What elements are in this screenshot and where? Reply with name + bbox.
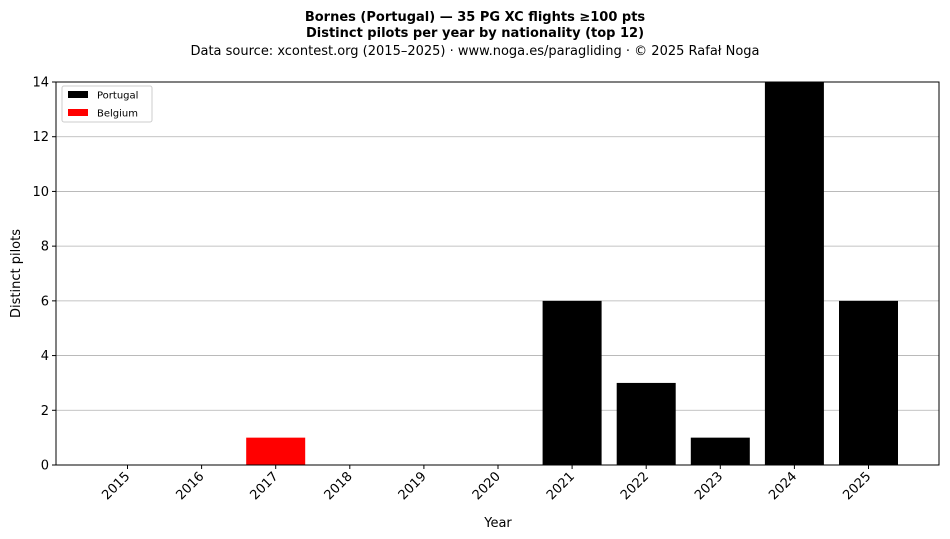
bar-portugal-2021 bbox=[542, 300, 602, 465]
y-tick-label: 6 bbox=[41, 294, 49, 309]
bars bbox=[246, 82, 898, 465]
y-tick-label: 14 bbox=[32, 76, 49, 91]
x-tick-label: 2023 bbox=[692, 469, 726, 503]
bar-portugal-2024 bbox=[764, 82, 824, 465]
bar-portugal-2025 bbox=[839, 300, 898, 465]
y-axis: 0 2 4 6 8 10 12 14 bbox=[32, 76, 56, 474]
legend-swatch-portugal bbox=[68, 91, 88, 98]
y-tick-label: 2 bbox=[41, 404, 49, 419]
chart-source: Data source: xcontest.org (2015–2025) · … bbox=[190, 44, 759, 59]
x-axis-label: Year bbox=[483, 516, 512, 531]
x-tick-label: 2024 bbox=[766, 469, 800, 503]
y-tick-label: 8 bbox=[41, 240, 49, 255]
y-tick-label: 0 bbox=[41, 459, 49, 474]
x-tick-label: 2021 bbox=[544, 469, 578, 503]
y-tick-label: 4 bbox=[41, 349, 49, 364]
x-tick-label: 2020 bbox=[470, 469, 504, 503]
legend-label-belgium: Belgium bbox=[97, 109, 138, 120]
chart-title: Bornes (Portugal) — 35 PG XC flights ≥10… bbox=[305, 10, 646, 25]
bar-portugal-2022 bbox=[616, 382, 676, 465]
x-tick-label: 2017 bbox=[248, 469, 282, 503]
bar-belgium-2017 bbox=[246, 437, 306, 465]
x-tick-label: 2019 bbox=[396, 469, 430, 503]
x-tick-label: 2015 bbox=[99, 469, 133, 503]
x-tick-label: 2018 bbox=[322, 469, 356, 503]
legend-label-portugal: Portugal bbox=[97, 91, 138, 102]
x-tick-label: 2016 bbox=[173, 469, 207, 503]
x-tick-label: 2022 bbox=[618, 469, 652, 503]
y-tick-label: 10 bbox=[32, 185, 49, 200]
x-axis: 2015 2016 2017 2018 2019 2020 2021 2022 2023 2024… bbox=[99, 465, 874, 503]
x-tick-label: 2025 bbox=[840, 469, 874, 503]
chart-subtitle: Distinct pilots per year by nationality … bbox=[306, 26, 644, 41]
legend-swatch-belgium bbox=[68, 109, 88, 116]
y-tick-label: 12 bbox=[32, 130, 49, 145]
y-axis-label: Distinct pilots bbox=[9, 229, 24, 318]
bar-portugal-2023 bbox=[690, 437, 750, 465]
legend: Portugal Belgium bbox=[61, 85, 153, 123]
